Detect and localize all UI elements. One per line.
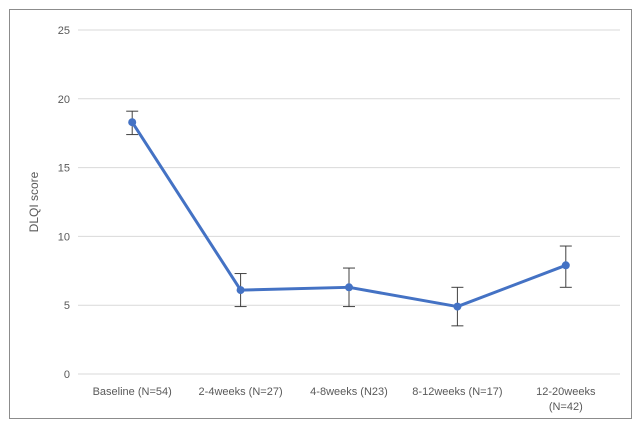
x-tick-label: 12-20weeks (N=42) (536, 386, 596, 413)
gridlines (78, 29, 620, 375)
y-tick-label: 5 (64, 300, 70, 312)
x-tick-label-line: 4-8weeks (N23) (310, 386, 388, 398)
x-tick-label-line: (N=42) (549, 401, 583, 413)
x-tick-label: 4-8weeks (N23) (310, 386, 388, 398)
y-tick-label: 25 (58, 25, 70, 37)
data-point (561, 261, 570, 270)
y-tick-label: 0 (64, 369, 70, 381)
x-tick-label-line: 12-20weeks (536, 386, 596, 398)
y-axis-title: DLQI score (27, 171, 41, 232)
y-tick-label: 20 (58, 94, 70, 106)
data-point (345, 283, 353, 292)
x-tick-label: Baseline (N=54) (93, 386, 172, 398)
line-chart: 0 5 10 15 20 25 Baseline (N=54) 2-4weeks (N=27… (27, 25, 620, 413)
data-point (128, 118, 137, 127)
y-tick-label: 10 (58, 231, 70, 243)
data-points (128, 118, 570, 311)
x-tick-label: 2-4weeks (N=27) (199, 386, 283, 398)
x-tick-label-line: Baseline (N=54) (93, 386, 172, 398)
x-tick-label: 8-12weeks (N=17) (412, 386, 502, 398)
x-tick-labels: Baseline (N=54) 2-4weeks (N=27) 4-8weeks (… (93, 386, 596, 413)
data-point (236, 286, 245, 295)
x-tick-label-line: 8-12weeks (N=17) (412, 386, 502, 398)
chart-frame: 0 5 10 15 20 25 Baseline (N=54) 2-4weeks (N=27… (9, 9, 632, 419)
data-point (453, 302, 462, 311)
y-tick-labels: 0 5 10 15 20 25 (58, 25, 70, 381)
y-tick-label: 15 (58, 163, 70, 175)
x-tick-label-line: 2-4weeks (N=27) (199, 386, 283, 398)
